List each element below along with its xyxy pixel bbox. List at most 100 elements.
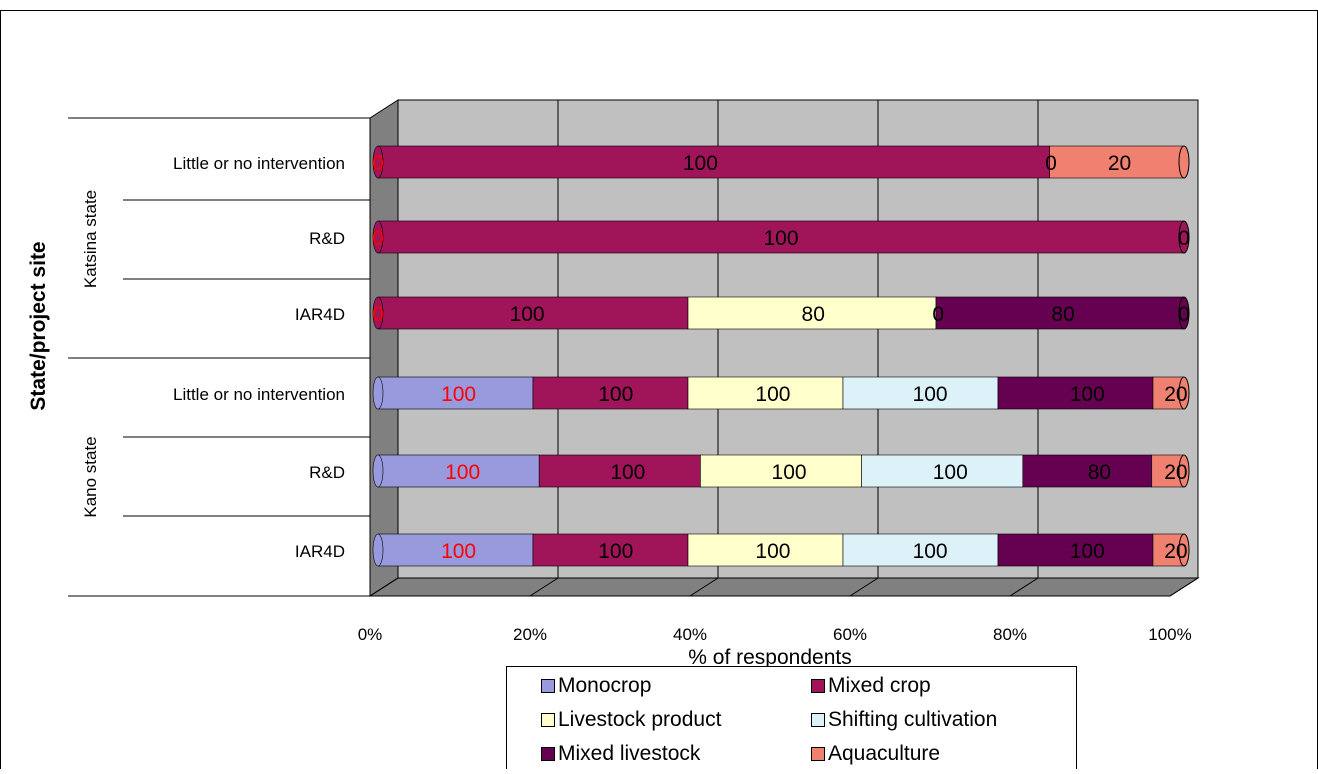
legend-item: Monocrop [541, 671, 651, 701]
chart-legend: Monocrop Mixed crop Livestock product Shift… [506, 666, 1077, 769]
legend-swatch [811, 679, 825, 693]
bar-data-label: 100 [755, 383, 790, 406]
bar-segment [1049, 145, 1185, 179]
bar-end-cap [1178, 220, 1190, 254]
bar-segment [538, 454, 701, 488]
bar-data-label: 100 [1070, 383, 1105, 406]
bar-start-cap [372, 454, 384, 488]
x-tick-label: 20% [513, 625, 547, 644]
bar-segment [842, 533, 999, 567]
bar-segment [700, 454, 862, 488]
bar-data-label: 80 [802, 303, 825, 326]
bar-data-label: 100 [913, 383, 948, 406]
bar-data-label: 100 [441, 383, 476, 406]
bar-segment [842, 376, 999, 410]
bar-segment [377, 533, 534, 567]
y-group-label: Katsina state [81, 190, 100, 288]
bar-end-cap [1178, 145, 1190, 179]
floor-gridline [849, 577, 879, 597]
bar-data-label: 100 [772, 461, 807, 484]
legend-label: Mixed livestock [558, 742, 701, 765]
bar-end-cap [1178, 533, 1190, 567]
floor-gridline [369, 577, 399, 597]
y-category-label: IAR4D [295, 542, 345, 561]
bar-data-label: 100 [610, 461, 645, 484]
legend-label: Mixed crop [828, 674, 931, 697]
bar-data-label: 100 [510, 303, 545, 326]
y-category-label: Little or no intervention [173, 154, 345, 173]
y-category-label: R&D [309, 229, 345, 248]
bar-data-label: 100 [598, 383, 633, 406]
legend-label: Aquaculture [828, 742, 941, 765]
legend-label: Monocrop [558, 674, 652, 697]
bar-end-cap [1178, 454, 1190, 488]
floor-gridline [689, 577, 719, 597]
bar-segment [935, 296, 1185, 330]
floor-gridline [1169, 577, 1199, 597]
legend-swatch [811, 713, 825, 727]
bar-data-label: 0 [1178, 303, 1190, 326]
bar-segment [687, 376, 844, 410]
bar-data-label: 100 [763, 227, 798, 250]
bar-segment [687, 533, 844, 567]
legend-label: Shifting cultivation [828, 708, 998, 731]
floor-gridline [1009, 577, 1039, 597]
bar-data-label: 0 [932, 303, 944, 326]
bar-segment [997, 533, 1154, 567]
bar-segment [687, 296, 937, 330]
bar-data-label: 100 [755, 540, 790, 563]
legend-label: Livestock product [558, 708, 722, 731]
plot-floor [368, 577, 1200, 597]
bar-segment [861, 454, 1024, 488]
y-axis-title: State/project site [27, 241, 50, 410]
legend-item: Aquaculture [811, 739, 940, 769]
bar-data-label: 0 [372, 152, 384, 175]
bar-data-label: 20 [1164, 383, 1187, 406]
x-tick-label: 40% [673, 625, 707, 644]
x-tick-label: 0% [358, 625, 383, 644]
bar-data-label: 0 [372, 303, 384, 326]
bar-data-label: 80 [1051, 303, 1074, 326]
bar-end-cap [1178, 296, 1190, 330]
x-tick-label: 100% [1148, 625, 1191, 644]
floor-gridline [529, 577, 559, 597]
bar-data-label: 20 [1164, 461, 1187, 484]
bar-segment [1022, 454, 1153, 488]
legend-swatch [541, 747, 555, 761]
bar-data-label: 100 [1070, 540, 1105, 563]
bar-start-cap [372, 220, 384, 254]
bar-data-label: 80 [1088, 461, 1111, 484]
bar-segment [377, 145, 1050, 179]
bar-segment [377, 220, 1185, 254]
legend-swatch [541, 679, 555, 693]
y-category-label: Little or no intervention [173, 385, 345, 404]
bar-data-label: 100 [598, 540, 633, 563]
bar-data-label: 100 [933, 461, 968, 484]
bar-segment [377, 376, 534, 410]
bar-segment [377, 296, 689, 330]
legend-item: Mixed crop [811, 671, 931, 701]
legend-swatch [811, 747, 825, 761]
y-category-label: IAR4D [295, 305, 345, 324]
x-axis-title: % of respondents [688, 646, 851, 669]
bar-data-label: 20 [1164, 540, 1187, 563]
bar-segment [532, 376, 689, 410]
x-tick-label: 80% [993, 625, 1027, 644]
bar-data-label: 100 [683, 152, 718, 175]
bar-data-label: 100 [445, 461, 480, 484]
y-category-label: R&D [309, 463, 345, 482]
x-tick-label: 60% [833, 625, 867, 644]
bar-data-label: 0 [372, 227, 384, 250]
plot-back-wall [397, 99, 1199, 579]
legend-item: Mixed livestock [541, 739, 700, 769]
bar-data-label: 20 [1108, 152, 1131, 175]
legend-swatch [541, 713, 555, 727]
bar-start-cap [372, 533, 384, 567]
bar-end-cap [1178, 376, 1190, 410]
bar-data-label: 100 [441, 540, 476, 563]
bar-segment [997, 376, 1154, 410]
bar-data-label: 0 [1178, 227, 1190, 250]
bar-data-label: 100 [913, 540, 948, 563]
